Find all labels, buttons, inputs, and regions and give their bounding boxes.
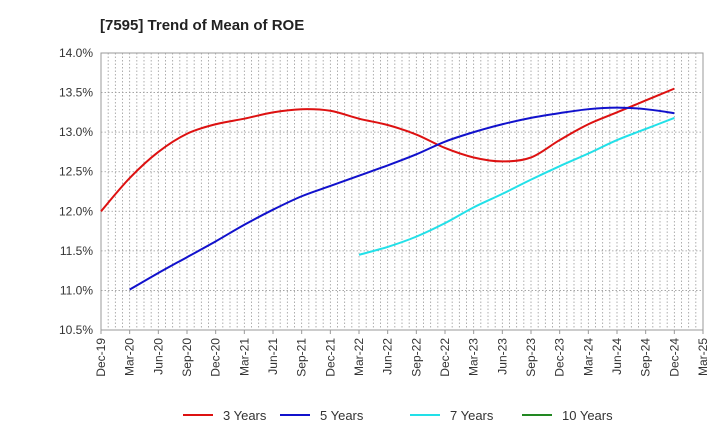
x-tick-label: Dec-20 bbox=[209, 338, 223, 377]
series-line-5-years bbox=[129, 106, 675, 291]
x-tick-label: Jun-23 bbox=[495, 338, 509, 375]
x-tick-label: Dec-22 bbox=[438, 338, 452, 377]
x-tick-label: Sep-24 bbox=[639, 338, 653, 377]
series-line-3-years bbox=[100, 87, 675, 212]
legend: 3 Years 5 Years 7 Years 10 Years bbox=[183, 408, 613, 423]
x-tick-label: Jun-24 bbox=[610, 338, 624, 375]
y-tick-label: 12.0% bbox=[59, 204, 93, 218]
x-tick-label: Mar-24 bbox=[581, 338, 595, 376]
y-tick-label: 11.0% bbox=[60, 283, 93, 297]
x-tick-label: Mar-23 bbox=[467, 338, 481, 376]
x-tick-label: Jun-21 bbox=[266, 338, 280, 375]
x-tick-label: Mar-20 bbox=[123, 338, 137, 376]
legend-label: 10 Years bbox=[562, 408, 613, 423]
x-tick-label: Dec-21 bbox=[323, 338, 337, 377]
chart-title: [7595] Trend of Mean of ROE bbox=[100, 17, 304, 34]
grid bbox=[100, 52, 704, 331]
y-tick-label: 14.0% bbox=[59, 46, 93, 60]
x-tick-label: Jun-22 bbox=[381, 338, 395, 375]
axes: 14.0% 13.5% 13.0% 12.5% 12.0% 11.5% 11.0% 10.5%… bbox=[59, 46, 710, 377]
legend-label: 7 Years bbox=[450, 408, 494, 423]
y-tick-label: 10.5% bbox=[59, 323, 93, 337]
x-tick-label: Sep-23 bbox=[524, 338, 538, 377]
x-tick-label: Dec-23 bbox=[553, 338, 567, 377]
x-tick-label: Sep-21 bbox=[295, 338, 309, 377]
x-tick-label: Mar-21 bbox=[237, 338, 251, 376]
legend-label: 5 Years bbox=[320, 408, 364, 423]
y-tick-label: 12.5% bbox=[59, 165, 93, 179]
y-tick-label: 13.5% bbox=[59, 86, 93, 100]
x-tick-label: Sep-20 bbox=[180, 338, 194, 377]
x-tick-label: Mar-25 bbox=[696, 338, 710, 376]
y-tick-label: 11.5% bbox=[60, 244, 93, 258]
x-tick-label: Jun-20 bbox=[151, 338, 165, 375]
series-lines bbox=[100, 87, 675, 291]
x-tick-label: Mar-22 bbox=[352, 338, 366, 376]
x-tick-label: Dec-24 bbox=[667, 338, 681, 377]
legend-label: 3 Years bbox=[223, 408, 267, 423]
x-tick-label: Dec-19 bbox=[94, 338, 108, 377]
series-line-7-years bbox=[358, 116, 675, 256]
y-tick-label: 13.0% bbox=[59, 125, 93, 139]
x-tick-label: Sep-22 bbox=[409, 338, 423, 377]
